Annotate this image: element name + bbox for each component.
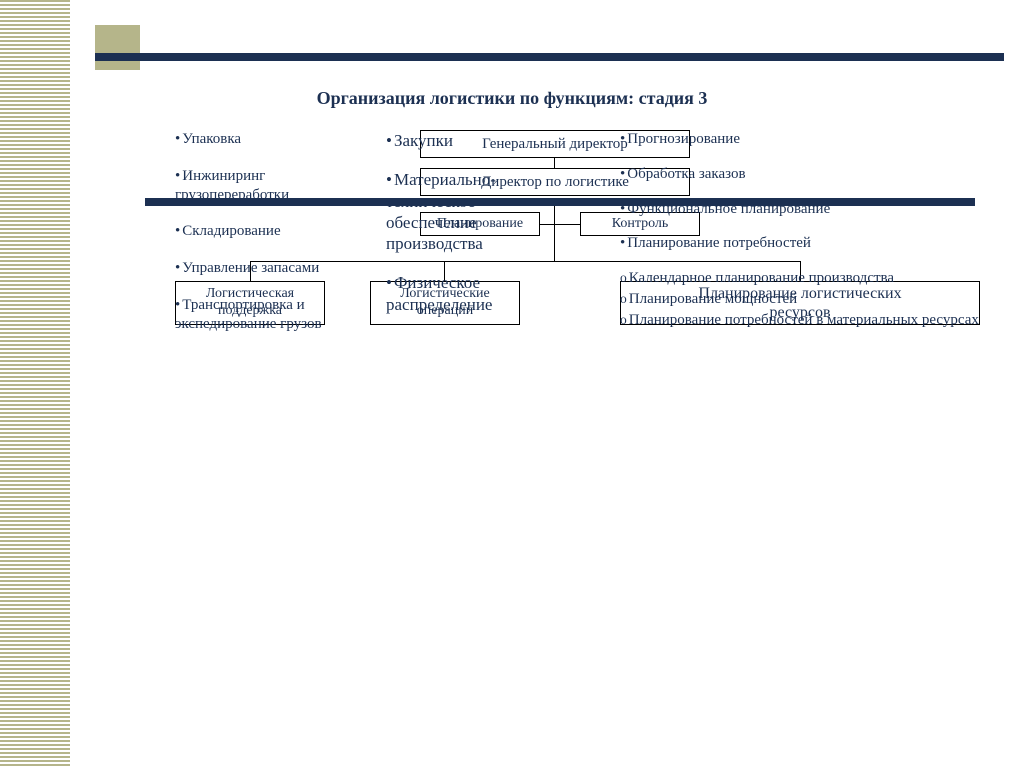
column-resource-planning: Прогнозирование Обработка заказов Функци… bbox=[620, 130, 980, 331]
list-item: Управление запасами bbox=[175, 259, 355, 278]
list-item: Транспортировка и экспедирование грузов bbox=[175, 296, 355, 334]
list-item: Закупки bbox=[386, 130, 566, 151]
list-item: Прогнозирование bbox=[620, 130, 980, 149]
list-item: Инжиниринг грузопереработки bbox=[175, 167, 355, 205]
list-item: Планирование потребностей bbox=[620, 234, 980, 253]
decorative-stripes bbox=[0, 0, 70, 767]
list-item: Материально-техническое обеспечение прои… bbox=[386, 169, 566, 254]
list-item: Обработка заказов bbox=[620, 165, 980, 184]
column-operations: Закупки Материально-техническое обеспече… bbox=[386, 130, 566, 333]
list-item: Функциональное планирование bbox=[620, 200, 980, 219]
accent-square bbox=[95, 25, 140, 70]
list-subitem: Планирование мощностей bbox=[620, 290, 980, 309]
top-bar bbox=[95, 53, 1004, 61]
list-subitem: Календарное планирование производства bbox=[620, 269, 980, 288]
list-subitem: Планирование потребностей в материальных… bbox=[620, 311, 980, 330]
column-support: Упаковка Инжиниринг грузопереработки Скл… bbox=[175, 130, 355, 351]
list-item: Физическое распределение bbox=[386, 272, 566, 315]
slide-title: Организация логистики по функциям: стади… bbox=[0, 88, 1024, 109]
list-item: Упаковка bbox=[175, 130, 355, 149]
list-item: Складирование bbox=[175, 222, 355, 241]
